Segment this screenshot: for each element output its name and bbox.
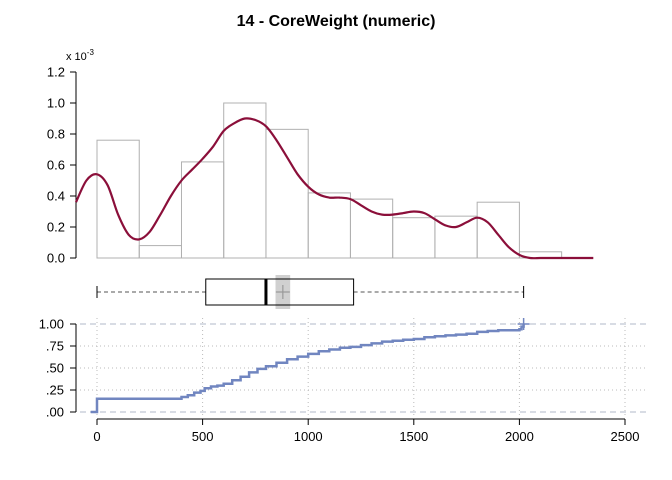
hist-bar (349, 198, 394, 259)
boxplot-panel (96, 275, 525, 309)
multiplier-label: x 10-3 (66, 48, 94, 63)
ecdf-x-tick-label: 2500 (611, 429, 640, 444)
ecdf-x-tick-label: 500 (192, 429, 214, 444)
ecdf-y-tick-label: .00 (46, 405, 64, 420)
ecdf-y-tick-label: .75 (46, 339, 64, 354)
hist-bar (138, 245, 182, 259)
ecdf-x-ticks: 0 500 1000 1500 2000 2500 (93, 419, 639, 444)
hist-y-tick-label: 0.2 (47, 220, 65, 235)
ecdf-line (90, 324, 525, 414)
hist-bars (96, 102, 563, 259)
multiplier-exponent: -3 (87, 48, 95, 57)
ecdf-x-tick-label: 1000 (294, 429, 323, 444)
hist-y-tick-label: 1.2 (47, 65, 65, 80)
hist-y-tick-label: 1.0 (47, 96, 65, 111)
ecdf-x-tick-label: 0 (93, 429, 100, 444)
density-curve (75, 117, 594, 260)
hist-y-tick-label: 0.6 (47, 158, 65, 173)
ecdf-x-tick-label: 1500 (399, 429, 428, 444)
hist-bar (265, 128, 309, 259)
hist-y-tick-label: 0.8 (47, 127, 65, 142)
ecdf-y-tick-label: .25 (46, 383, 64, 398)
chart-title: 14 - CoreWeight (numeric) (237, 13, 436, 30)
boxplot-box (205, 278, 355, 306)
ecdf-y-ticks: .00 .25 .50 .75 1.00 (39, 317, 76, 420)
hist-y-tick-label: 0.4 (47, 189, 65, 204)
ecdf-grid (80, 318, 646, 416)
ecdf-x-tick-label: 2000 (505, 429, 534, 444)
ecdf-y-tick-label: .50 (46, 361, 64, 376)
hist-bar (96, 139, 140, 259)
ecdf-y-tick-label: 1.00 (39, 317, 64, 332)
hist-y-tick-label: 0.0 (47, 251, 65, 266)
ecdf-end-marker (517, 318, 530, 330)
hist-y-ticks: 0.0 0.2 0.4 0.6 0.8 1.0 1.2 (47, 65, 76, 266)
hist-bar (476, 201, 520, 259)
hist-bar (307, 192, 351, 259)
hist-bar (180, 161, 225, 259)
multiplier-base: x 10 (66, 51, 87, 63)
hist-bar (392, 217, 436, 259)
histogram-panel: x 10-3 0.0 0.2 0.4 0.6 0.8 1.0 1.2 (47, 48, 594, 266)
ecdf-panel: .00 .25 .50 .75 1.00 0 500 1000 1500 2000 2500 (39, 317, 646, 444)
